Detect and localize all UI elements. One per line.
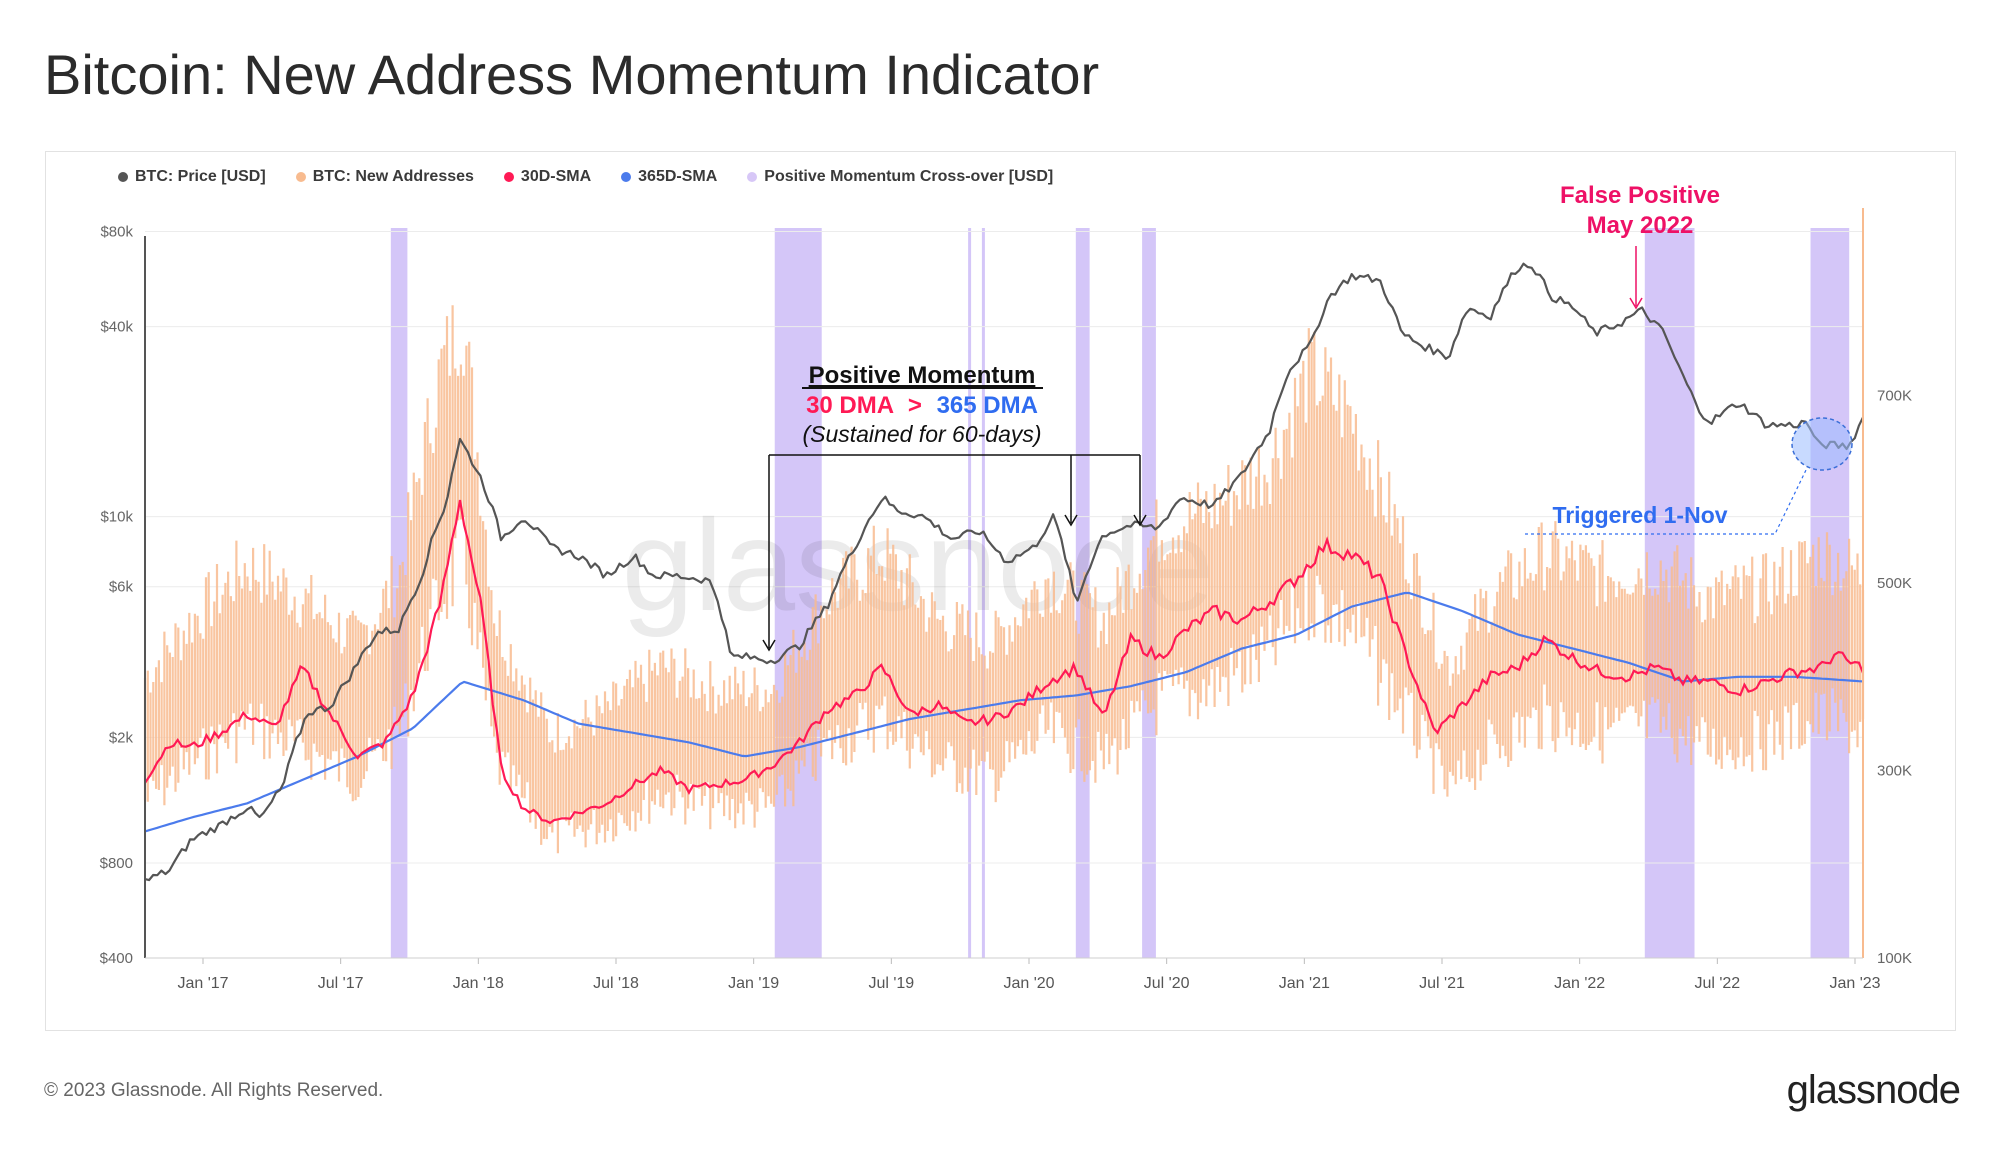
crossover-band: [968, 228, 972, 958]
legend-label: 30D-SMA: [520, 168, 592, 185]
series-365d-sma: [144, 591, 1864, 833]
y-left-tick-label: $400: [100, 950, 133, 967]
x-tick-label: Jan '20: [1003, 975, 1054, 992]
pm-gt: >: [908, 392, 922, 419]
y-left-tick-label: $80k: [100, 224, 133, 241]
crossover-band: [981, 228, 985, 958]
legend-dot-icon: [621, 172, 632, 182]
legend-dot-icon: [747, 172, 758, 182]
crossover-band: [1075, 228, 1090, 958]
annotations: Positive Momentum 30 DMA > 365 DMA (Sust…: [144, 182, 1864, 959]
y-right-tick-label: 100K: [1877, 950, 1912, 967]
x-tick-label: Jul '20: [1144, 975, 1190, 992]
page-title: Bitcoin: New Address Momentum Indicator: [44, 43, 1100, 106]
pm-a: 30 DMA: [806, 392, 894, 419]
x-tick-label: Jan '18: [453, 975, 504, 992]
y-left-tick-label: $2k: [109, 729, 134, 746]
brand-logo: glassnode: [1786, 1068, 1961, 1112]
crossover-bands: [390, 228, 1850, 958]
legend-item-price[interactable]: BTC: Price [USD]: [118, 168, 266, 186]
x-tick-label: Jan '23: [1829, 975, 1880, 992]
crossover-band: [1644, 228, 1695, 958]
legend-item-crossover[interactable]: Positive Momentum Cross-over [USD]: [747, 168, 1053, 186]
x-tick-label: Jul '18: [593, 975, 639, 992]
legend-label: Positive Momentum Cross-over [USD]: [764, 168, 1054, 185]
fp-arrowhead: [1629, 297, 1643, 310]
legend-item-new-addresses[interactable]: BTC: New Addresses: [295, 168, 474, 186]
y-left-tick-label: $10k: [100, 509, 133, 526]
chart-frame: [45, 151, 1956, 1031]
triggered-label: Triggered 1-Nov: [1552, 502, 1727, 528]
fp-line2: May 2022: [1587, 212, 1694, 239]
legend-label: BTC: New Addresses: [312, 168, 474, 185]
series-btc-price: [144, 262, 1864, 882]
x-tick-label: Jan '22: [1554, 975, 1605, 992]
pm-sub: (Sustained for 60-days): [802, 421, 1041, 447]
x-tick-label: Jan '21: [1279, 975, 1330, 992]
pm-arrow-2: [1064, 514, 1078, 527]
x-tick-label: Jul '19: [868, 975, 914, 992]
series-group: [143, 262, 1865, 882]
x-tick-label: Jan '19: [728, 975, 779, 992]
fp-line1: False Positive: [1560, 182, 1720, 209]
footer-copyright: © 2023 Glassnode. All Rights Reserved.: [44, 1080, 384, 1101]
legend-label: BTC: Price [USD]: [135, 168, 266, 185]
pm-arrow-3: [1133, 514, 1147, 527]
trigger-circle: [1791, 417, 1853, 471]
chart-legend: BTC: Price [USD] BTC: New Addresses 30D-…: [118, 168, 1053, 186]
y-left-tick-label: $800: [100, 855, 133, 872]
legend-label: 365D-SMA: [638, 168, 718, 185]
series-30d-sma: [144, 499, 1865, 825]
y-right-tick-label: 300K: [1877, 763, 1912, 780]
legend-dot-icon: [503, 172, 514, 182]
legend-dot-icon: [118, 172, 128, 182]
x-tick-label: Jul '21: [1419, 975, 1465, 992]
pm-b: 365 DMA: [937, 392, 1038, 419]
y-left-tick-label: $6k: [109, 579, 134, 596]
pm-rule: 30 DMA > 365 DMA: [806, 392, 1038, 419]
legend-item-365d-sma[interactable]: 365D-SMA: [621, 168, 717, 186]
axes: $400 $800 $2k $6k $10k $40k $80k 100K 300K 500K 70…: [100, 224, 1912, 992]
x-tick-label: Jul '17: [318, 975, 364, 992]
x-tick-label: Jan '17: [177, 975, 228, 992]
pm-title: Positive Momentum: [809, 362, 1036, 389]
x-tick-label: Jul '22: [1694, 975, 1740, 992]
y-left-tick-label: $40k: [100, 319, 133, 336]
y-right-tick-label: 500K: [1877, 575, 1912, 592]
legend-dot-icon: [295, 172, 306, 182]
y-right-tick-label: 700K: [1877, 388, 1912, 405]
pm-arrow-1: [762, 639, 776, 652]
pm-bracket: [768, 454, 1141, 648]
legend-item-30d-sma[interactable]: 30D-SMA: [503, 168, 592, 186]
crossover-band: [774, 228, 822, 958]
